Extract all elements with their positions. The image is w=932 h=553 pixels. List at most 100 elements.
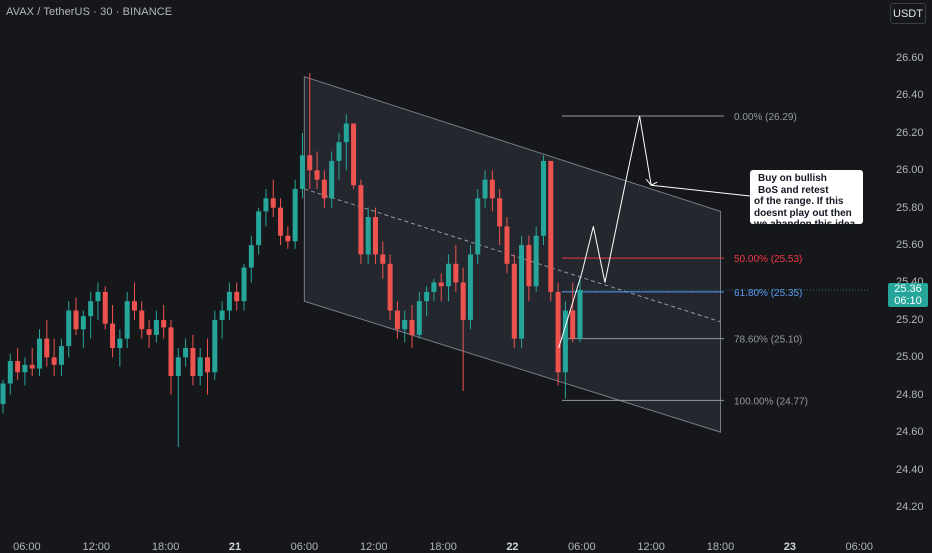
bearish-candle: [453, 263, 459, 283]
bullish-candle: [292, 188, 298, 242]
note-line: doesnt play out then: [754, 207, 852, 219]
fibonacci-retracement[interactable]: 0.00% (26.29) 50.00% (25.53) 61.80% (25.35…: [562, 112, 808, 407]
time-tick-label: 12:00: [359, 541, 388, 553]
channel-area: [303, 76, 722, 433]
bearish-candle: [504, 226, 510, 264]
bullish-candle: [475, 198, 481, 255]
note-connector: [651, 184, 751, 197]
bullish-candle: [416, 301, 422, 335]
bearish-candle: [131, 301, 137, 311]
time-tick-label: 12:00: [637, 541, 665, 553]
bullish-candle: [519, 245, 525, 339]
bullish-candle: [7, 361, 13, 384]
time-tick-label: 06:00: [568, 541, 596, 553]
time-tick-label: 12:00: [82, 541, 111, 553]
bearish-candle: [489, 179, 495, 199]
bearish-candle: [555, 291, 561, 373]
bullish-candle: [365, 217, 371, 255]
bearish-candle: [460, 282, 466, 320]
bullish-candle: [263, 198, 269, 212]
bearish-candle: [161, 319, 167, 328]
current-price-value: 25.36: [894, 283, 922, 295]
bullish-candle: [402, 319, 408, 330]
bullish-candle: [226, 291, 232, 311]
bearish-candle: [387, 263, 393, 311]
currency-button[interactable]: USDT: [890, 3, 926, 24]
bullish-candle: [22, 364, 28, 373]
bearish-candle: [380, 254, 386, 264]
bearish-candle: [270, 198, 276, 208]
bullish-candle: [212, 319, 218, 373]
price-tick-label: 26.00: [896, 164, 924, 177]
bullish-candle: [431, 282, 437, 292]
bullish-candle: [329, 160, 335, 199]
bullish-candle: [467, 254, 473, 320]
time-tick-label: 21: [228, 541, 242, 553]
bearish-candle: [548, 160, 554, 292]
bullish-candle: [153, 319, 159, 335]
price-tick-label: 25.20: [896, 313, 924, 326]
current-price-label: 25.36 06:10: [888, 283, 928, 307]
bearish-candle: [110, 323, 116, 348]
time-tick-label: 06:00: [290, 541, 319, 553]
projection-path[interactable]: [558, 115, 751, 349]
bearish-candle: [15, 361, 21, 373]
bullish-candle: [37, 338, 43, 369]
time-tick-label: 22: [506, 541, 519, 553]
candle-countdown: 06:10: [894, 295, 922, 307]
fib-level-label: 0.00% (26.29): [734, 112, 797, 123]
time-axis[interactable]: 06:00 12:00 18:00 21 06:00 12:00 18:00 22 06:00 1…: [0, 528, 873, 553]
bearish-candle: [438, 282, 444, 287]
bullish-candle: [88, 301, 94, 317]
bullish-candle: [577, 289, 583, 339]
bearish-candle: [168, 327, 174, 377]
fib-level-label: 50.00% (25.53): [734, 254, 802, 265]
bearish-candle: [285, 235, 291, 242]
bullish-candle: [197, 357, 203, 377]
bullish-candle: [66, 310, 72, 347]
price-tick-label: 24.80: [896, 388, 924, 401]
bearish-candle: [372, 217, 378, 255]
price-tick-label: 25.60: [896, 239, 924, 252]
bearish-candle: [146, 329, 152, 335]
bullish-candle: [533, 235, 539, 287]
fib-level-label: 61.80% (25.35): [734, 288, 802, 299]
parallel-channel[interactable]: [303, 76, 722, 433]
bearish-candle: [307, 155, 313, 171]
price-tick-label: 26.40: [896, 89, 924, 102]
bullish-candle: [80, 316, 86, 330]
price-chart[interactable]: 0.00% (26.29) 50.00% (25.53) 61.80% (25.35…: [0, 0, 870, 528]
bearish-candle: [29, 364, 35, 369]
bearish-candle: [73, 310, 79, 330]
bearish-candle: [321, 179, 327, 199]
bullish-candle: [482, 179, 488, 199]
candlestick-series: [0, 72, 870, 448]
price-tick-label: 26.20: [896, 126, 924, 139]
bullish-candle: [446, 263, 452, 287]
bullish-candle: [299, 155, 305, 189]
bullish-candle: [219, 310, 225, 320]
price-tick-label: 24.60: [896, 426, 924, 439]
bearish-candle: [570, 310, 576, 339]
price-tick-label: 25.00: [896, 351, 924, 364]
arrow-head: [645, 178, 658, 186]
symbol-title[interactable]: AVAX / TetherUS · 30 · BINANCE: [6, 6, 173, 18]
channel-midline: [304, 188, 721, 323]
bearish-candle: [497, 198, 503, 227]
fib-level-label: 78.60% (25.10): [734, 335, 802, 346]
time-tick-label: 23: [783, 541, 796, 553]
projection-zigzag: [558, 115, 652, 349]
price-tick-label: 24.20: [896, 500, 924, 513]
price-axis[interactable]: 26.6026.4026.2026.0025.8025.6025.4025.20…: [870, 0, 932, 550]
bearish-candle: [409, 319, 415, 335]
bullish-candle: [58, 346, 64, 365]
price-tick-label: 24.40: [896, 463, 924, 476]
bullish-candle: [95, 291, 101, 302]
time-tick-label: 18:00: [151, 541, 180, 553]
bullish-candle: [540, 160, 546, 236]
bullish-candle: [424, 291, 430, 302]
trade-idea-note[interactable]: Buy on bullish BoS and retest of the range…: [750, 170, 863, 230]
bearish-candle: [205, 357, 211, 373]
fib-level-label: 100.00% (24.77): [734, 396, 808, 407]
bearish-candle: [190, 347, 196, 377]
